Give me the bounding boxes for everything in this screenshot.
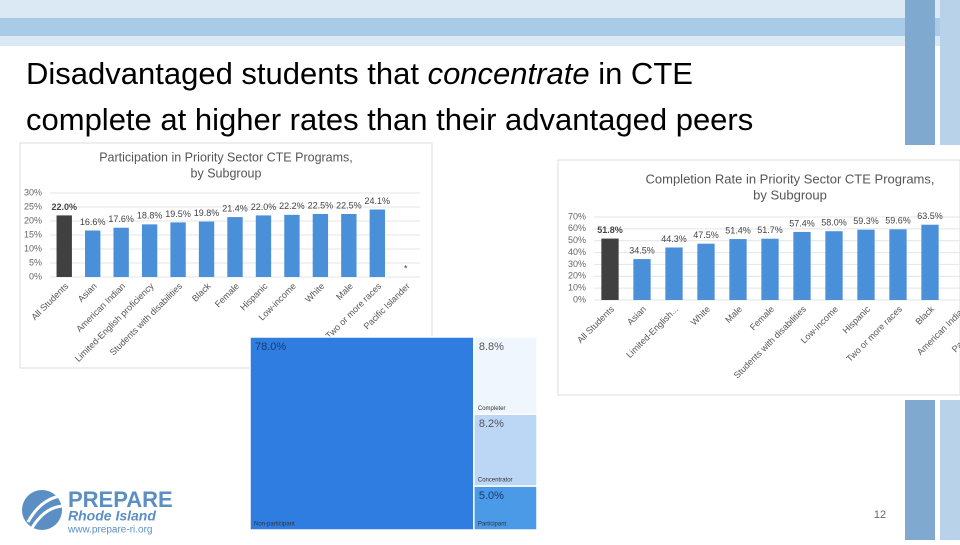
y-tick-label: 60% (568, 223, 586, 233)
bar (85, 230, 101, 277)
data-label: 22.0% (51, 202, 77, 212)
data-label: 8.2% (479, 418, 504, 430)
side-bar (940, 400, 960, 540)
logo-text: Rhode Island (68, 508, 156, 524)
data-label: 5.0% (479, 490, 504, 502)
data-label: 8.8% (479, 341, 504, 353)
data-label: 78.0% (255, 341, 286, 353)
side-bar (940, 0, 960, 145)
bar (56, 215, 72, 277)
y-tick-label: 25% (24, 201, 42, 211)
bar (825, 231, 843, 300)
data-label: 22.5% (336, 200, 362, 210)
bar (113, 227, 129, 277)
data-label: 47.5% (693, 230, 719, 240)
bar (793, 231, 811, 300)
cell-label: Completer (478, 406, 506, 412)
y-tick-label: 0% (573, 294, 586, 304)
data-label: 63.5% (917, 211, 943, 221)
top-band (0, 36, 960, 46)
slide-title: complete at higher rates than their adva… (26, 102, 753, 137)
y-tick-label: 40% (568, 247, 586, 257)
data-label: 34.5% (629, 245, 655, 255)
slide-title: Disadvantaged students that concentrate … (26, 56, 693, 91)
y-tick-label: 0% (29, 271, 42, 281)
side-bar (905, 400, 935, 540)
y-tick-label: 10% (24, 243, 42, 253)
y-tick-label: 50% (568, 235, 586, 245)
data-label: 19.5% (165, 209, 191, 219)
y-tick-label: 70% (568, 211, 586, 221)
treemap-cell (249, 336, 475, 531)
bar (227, 217, 243, 277)
bar (170, 222, 186, 277)
bar (341, 214, 357, 277)
chart-title: by Subgroup (753, 187, 827, 202)
page-number: 12 (874, 509, 886, 521)
cell-label: Participant (478, 522, 507, 528)
bar (857, 229, 875, 300)
treemap-cell (473, 336, 538, 415)
data-label: 57.4% (789, 218, 815, 228)
bar (198, 221, 215, 277)
data-label: 16.6% (80, 217, 106, 227)
data-label: 44.3% (661, 234, 687, 244)
data-label: 59.6% (885, 216, 911, 226)
bar (633, 259, 651, 300)
logo-text: www.prepare-ri.org (67, 525, 152, 536)
y-tick-label: 30% (24, 187, 42, 197)
y-tick-label: 10% (568, 283, 586, 293)
logo-icon (30, 504, 63, 529)
bar (889, 229, 907, 300)
data-label: 51.7% (757, 225, 783, 235)
cell-label: Concentrator (478, 478, 513, 484)
bar (665, 247, 683, 300)
chart-title: Completion Rate in Priority Sector CTE P… (646, 171, 935, 186)
top-band (0, 0, 960, 18)
logo: PREPARE Rhode Island www.prepare-ri.org (22, 487, 173, 536)
bar (369, 209, 385, 277)
bar (601, 238, 619, 300)
logo-text: PREPARE (68, 487, 173, 512)
bar (312, 214, 329, 277)
data-label: 22.5% (308, 200, 334, 210)
treemap-cell (473, 485, 538, 531)
data-label: 51.8% (597, 225, 623, 235)
bar (255, 215, 272, 277)
data-label: * (404, 263, 408, 273)
bar (141, 224, 158, 277)
treemap-cell (473, 413, 538, 487)
logo-icon (26, 494, 61, 523)
bar (697, 243, 715, 300)
y-tick-label: 5% (29, 257, 42, 267)
bar (729, 239, 747, 300)
data-label: 18.8% (137, 211, 163, 221)
data-label: 22.2% (279, 201, 305, 211)
chart-title: by Subgroup (191, 166, 262, 180)
y-tick-label: 20% (24, 215, 42, 225)
data-label: 59.3% (853, 216, 879, 226)
data-label: 51.4% (725, 225, 751, 235)
data-label: 21.4% (222, 203, 248, 213)
chart-title: Participation in Priority Sector CTE Pro… (99, 150, 353, 164)
cell-label: Non-participant (254, 522, 295, 528)
data-label: 17.6% (108, 214, 134, 224)
bar (284, 214, 300, 277)
side-bar (905, 0, 935, 145)
y-tick-label: 15% (24, 229, 42, 239)
data-label: 19.8% (194, 208, 220, 218)
data-label: 24.1% (365, 196, 391, 206)
top-band (0, 18, 960, 36)
bar (921, 224, 939, 300)
y-tick-label: 20% (568, 271, 586, 281)
data-label: 22.0% (251, 202, 277, 212)
y-tick-label: 30% (568, 259, 586, 269)
data-label: 58.0% (821, 218, 847, 228)
bar (761, 238, 779, 300)
